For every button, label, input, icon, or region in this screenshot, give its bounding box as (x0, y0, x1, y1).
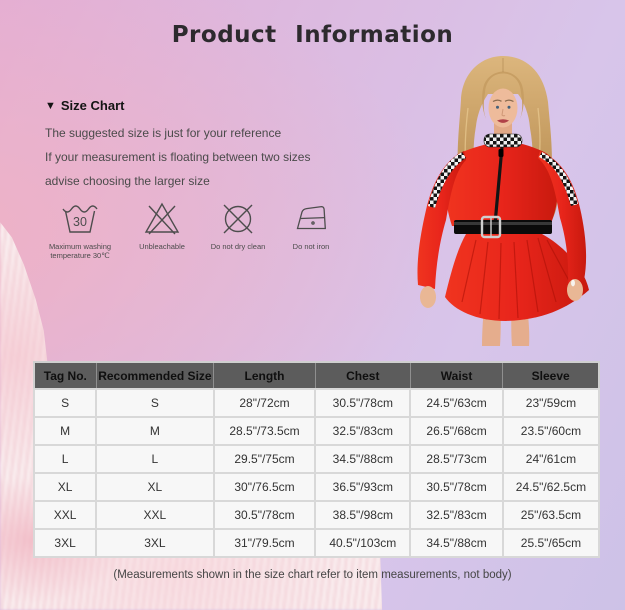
table-cell: S (32, 388, 98, 418)
table-cell: 38.5"/98cm (314, 500, 412, 530)
table-cell: S (95, 388, 215, 418)
table-cell: 26.5"/68cm (409, 416, 504, 446)
dress-torso (445, 142, 558, 226)
table-row: L L 29.5"/75cm 34.5"/88cm 28.5"/73cm 24"/61cm (32, 444, 601, 474)
table-cell: 25.5"/65cm (501, 528, 601, 558)
table-cell: 32.5"/83cm (409, 500, 504, 530)
table-cell: 34.5"/88cm (409, 528, 504, 558)
checkered-sleeve-stripe (539, 152, 578, 206)
table-cell: L (32, 444, 98, 474)
care-item-wash: 30 Maximum washing temperature 30℃ (36, 197, 124, 260)
size-chart-notes: The suggested size is just for your refe… (45, 121, 405, 193)
table-row: M M 28.5"/73.5cm 32.5"/83cm 26.5"/68cm 23.5"/… (32, 416, 601, 446)
care-item-bleach: Unbleachable (126, 197, 198, 251)
note-line: The suggested size is just for your refe… (45, 126, 282, 140)
column-header: Recommended Size (95, 361, 214, 390)
table-cell: 34.5"/88cm (314, 444, 412, 474)
model-lips (497, 119, 509, 123)
table-row: S S 28"/72cm 30.5"/78cm 24.5"/63cm 23"/59cm (32, 388, 601, 418)
table-cell: 24"/61cm (501, 444, 601, 474)
table-cell: 30"/76.5cm (212, 472, 317, 502)
do-not-bleach-icon (144, 202, 180, 235)
do-not-dry-clean-icon (223, 204, 253, 234)
column-header: Tag No. (32, 361, 97, 390)
size-chart-heading[interactable]: ▼ Size Chart (45, 98, 405, 113)
table-cell: 29.5"/75cm (212, 444, 317, 474)
belt (454, 215, 552, 239)
table-cell: 36.5"/93cm (314, 472, 412, 502)
dress-sleeves (417, 151, 587, 289)
model-front-hair (482, 58, 524, 119)
care-label: Maximum washing temperature 30℃ (48, 242, 112, 260)
table-cell: 40.5"/103cm (314, 528, 412, 558)
checkered-collar (483, 133, 523, 148)
table-row: 3XL 3XL 31"/79.5cm 40.5"/103cm 34.5"/88cm 25.… (32, 528, 601, 558)
table-cell: 24.5"/63cm (409, 388, 504, 418)
column-header: Sleeve (502, 361, 601, 390)
table-cell: 30.5"/78cm (314, 388, 412, 418)
note-line: advise choosing the larger size (45, 174, 210, 188)
table-cell: 32.5"/83cm (314, 416, 412, 446)
svg-text:30: 30 (73, 215, 87, 229)
table-cell: 30.5"/78cm (409, 472, 504, 502)
note-line: If your measurement is floating between … (45, 150, 311, 164)
table-cell: XL (95, 472, 215, 502)
footer-note: (Measurements shown in the size chart re… (113, 569, 512, 581)
size-chart-section: ▼ Size Chart The suggested size is just … (45, 98, 405, 193)
table-cell: 24.5"/62.5cm (501, 472, 601, 502)
care-label: Do not dry clean (210, 242, 266, 251)
collapse-triangle-icon: ▼ (45, 99, 56, 112)
size-chart-table: Tag No. Recommended Size Length Chest Waist S… (32, 361, 601, 558)
table-cell: L (95, 444, 215, 474)
table-cell: 3XL (32, 528, 98, 558)
table-cell: 25"/63.5cm (501, 500, 601, 530)
wash-30-icon: 30 (62, 205, 98, 233)
table-cell: 31"/79.5cm (212, 528, 317, 558)
dress-skirt (445, 234, 589, 321)
product-photo (417, 56, 589, 346)
table-cell: 28"/72cm (212, 388, 317, 418)
model-face (488, 88, 518, 128)
model-hands (420, 279, 583, 308)
table-cell: 30.5"/78cm (212, 500, 317, 530)
table-cell: 23.5"/60cm (501, 416, 601, 446)
care-instructions: 30 Maximum washing temperature 30℃ Unble… (36, 197, 346, 260)
care-item-iron: Do not iron (278, 197, 344, 251)
size-chart-heading-label: Size Chart (60, 98, 125, 113)
table-row: XL XL 30"/76.5cm 36.5"/93cm 30.5"/78cm 24.5"/… (32, 472, 601, 502)
table-cell: XL (32, 472, 98, 502)
size-table-section: Tag No. Recommended Size Length Chest Waist S… (32, 361, 601, 558)
column-header: Waist (409, 361, 503, 390)
checkered-sleeve-stripe (428, 152, 466, 208)
care-label: Unbleachable (139, 242, 185, 251)
column-header: Chest (314, 361, 411, 390)
care-item-dryclean: Do not dry clean (200, 197, 276, 251)
column-header: Length (213, 361, 316, 390)
table-cell: XXL (32, 500, 98, 530)
table-row: XXL XXL 30.5"/78cm 38.5"/98cm 32.5"/83cm 25"/… (32, 500, 601, 530)
page-title: Product Information (171, 22, 454, 48)
table-cell: M (95, 416, 215, 446)
table-cell: M (32, 416, 98, 446)
table-cell: XXL (95, 500, 215, 530)
table-cell: 23"/59cm (501, 388, 601, 418)
care-label: Do not iron (292, 242, 330, 251)
table-cell: 3XL (95, 528, 215, 558)
do-not-iron-icon (296, 205, 326, 230)
table-cell: 28.5"/73cm (409, 444, 504, 474)
dress-zipper (493, 146, 504, 225)
table-cell: 28.5"/73.5cm (212, 416, 317, 446)
